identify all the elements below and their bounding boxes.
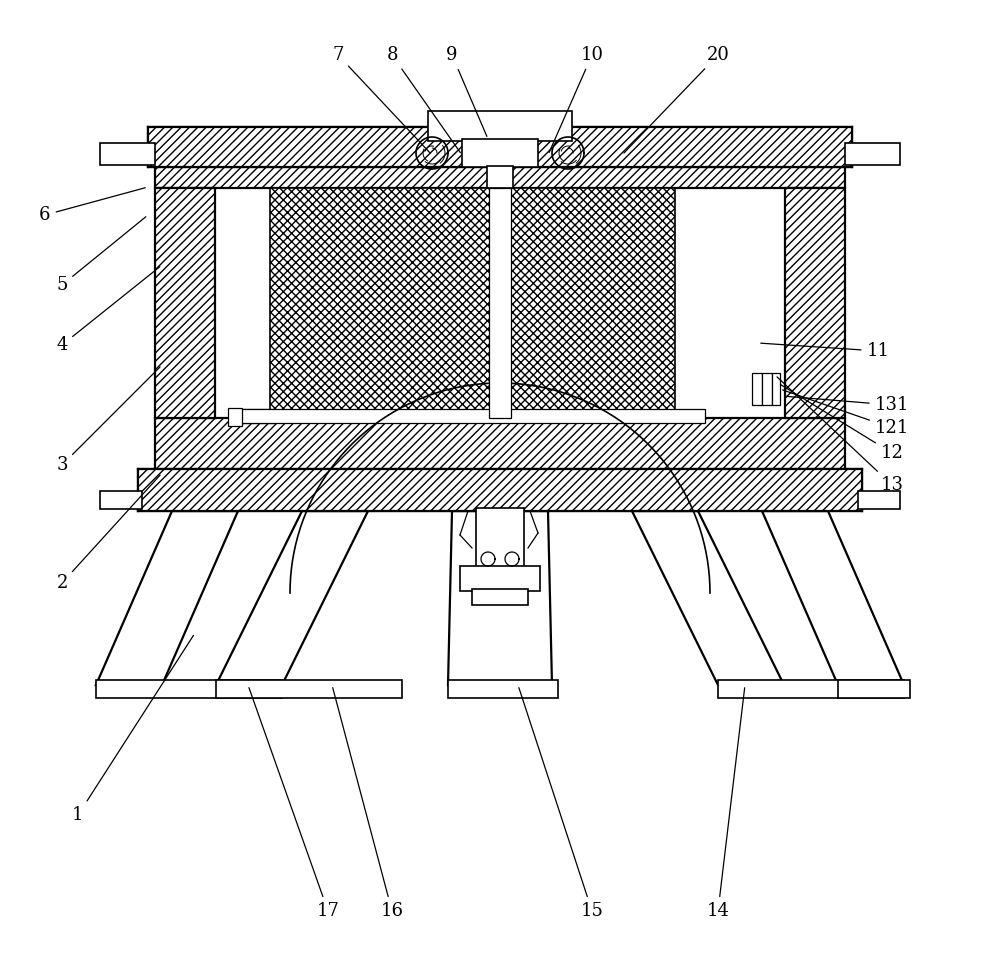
Polygon shape — [632, 511, 784, 685]
Text: 5: 5 — [56, 217, 146, 294]
Bar — [845, 143, 900, 165]
Text: 7: 7 — [332, 46, 430, 153]
Bar — [476, 508, 524, 568]
Text: 16: 16 — [333, 688, 404, 920]
Bar — [155, 133, 845, 188]
Text: 1: 1 — [72, 636, 193, 824]
Polygon shape — [448, 511, 552, 685]
Bar — [216, 680, 402, 698]
Text: 20: 20 — [624, 46, 729, 153]
Bar — [858, 491, 900, 509]
Bar — [230, 409, 705, 423]
Bar — [752, 373, 762, 405]
Bar — [472, 589, 528, 605]
Bar — [460, 566, 540, 591]
Bar — [428, 111, 572, 141]
Bar — [270, 188, 675, 418]
Text: 14: 14 — [707, 688, 745, 920]
Bar — [155, 188, 215, 418]
Text: 10: 10 — [549, 46, 604, 152]
Text: 6: 6 — [39, 188, 145, 224]
Bar — [100, 143, 155, 165]
Text: 13: 13 — [777, 377, 904, 494]
Text: 17: 17 — [249, 688, 339, 920]
Text: 131: 131 — [785, 396, 909, 414]
Text: 3: 3 — [56, 367, 160, 474]
Bar — [96, 680, 282, 698]
Bar — [785, 188, 845, 418]
Text: 121: 121 — [783, 390, 909, 437]
Polygon shape — [96, 511, 238, 685]
Text: 2: 2 — [56, 475, 160, 592]
Bar — [138, 469, 862, 511]
Bar — [100, 491, 142, 509]
Bar — [462, 139, 538, 167]
Bar — [448, 680, 558, 698]
Bar — [838, 680, 910, 698]
Bar — [772, 373, 780, 405]
Bar — [718, 680, 904, 698]
Bar — [230, 409, 275, 423]
Text: 8: 8 — [386, 46, 460, 153]
Bar — [487, 166, 513, 188]
Bar — [762, 373, 772, 405]
Bar — [148, 127, 852, 167]
Polygon shape — [762, 511, 904, 685]
Text: 15: 15 — [519, 688, 603, 920]
Text: 4: 4 — [56, 267, 160, 354]
Polygon shape — [216, 511, 368, 685]
Bar — [489, 188, 511, 418]
Text: 11: 11 — [761, 342, 890, 360]
Text: 12: 12 — [780, 384, 903, 462]
Bar — [155, 418, 845, 473]
Bar — [228, 408, 242, 426]
Text: 9: 9 — [446, 46, 487, 137]
